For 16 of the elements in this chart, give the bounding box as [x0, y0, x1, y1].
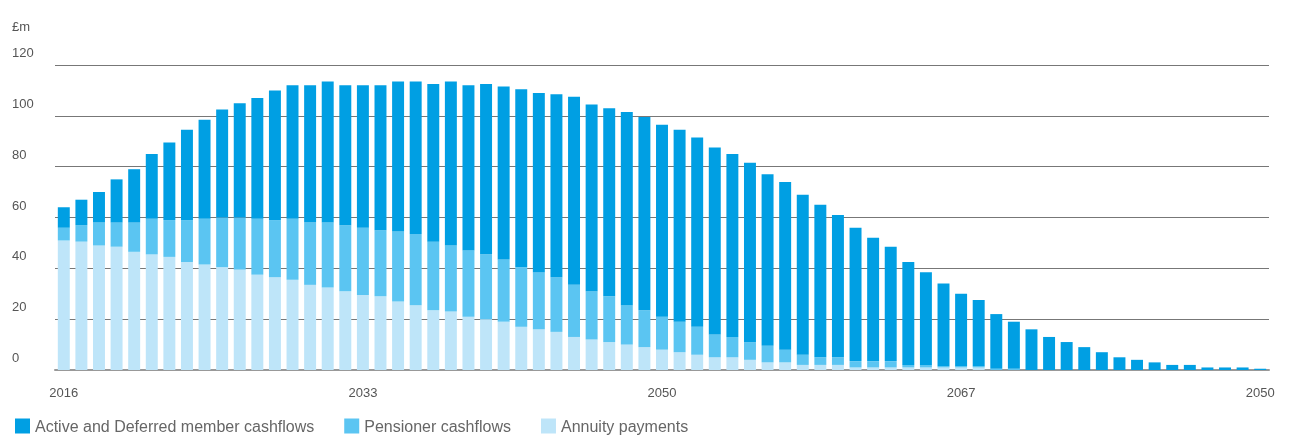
y-tick-label: 20	[12, 299, 27, 315]
legend-label: Annuity payments	[560, 417, 689, 435]
y-tick-label: 0	[12, 350, 20, 365]
y-tick-label: 40	[12, 248, 27, 264]
x-tick-label: 2050	[1245, 385, 1275, 400]
x-tick-label: 2067	[946, 385, 976, 400]
legend-label: Active and Deferred member cashflows	[35, 417, 315, 435]
y-tick-label: 100	[12, 95, 34, 111]
y-axis-title: £m	[12, 19, 31, 34]
x-tick-label: 2016	[49, 385, 79, 400]
y-tick-label: 60	[12, 197, 27, 213]
y-tick-label: 80	[12, 146, 27, 162]
legend-label: Pensioner cashflows	[364, 417, 511, 435]
y-tick-label: 120	[12, 45, 34, 60]
x-tick-label: 2033	[348, 385, 378, 400]
x-tick-label: 2050	[647, 385, 677, 400]
